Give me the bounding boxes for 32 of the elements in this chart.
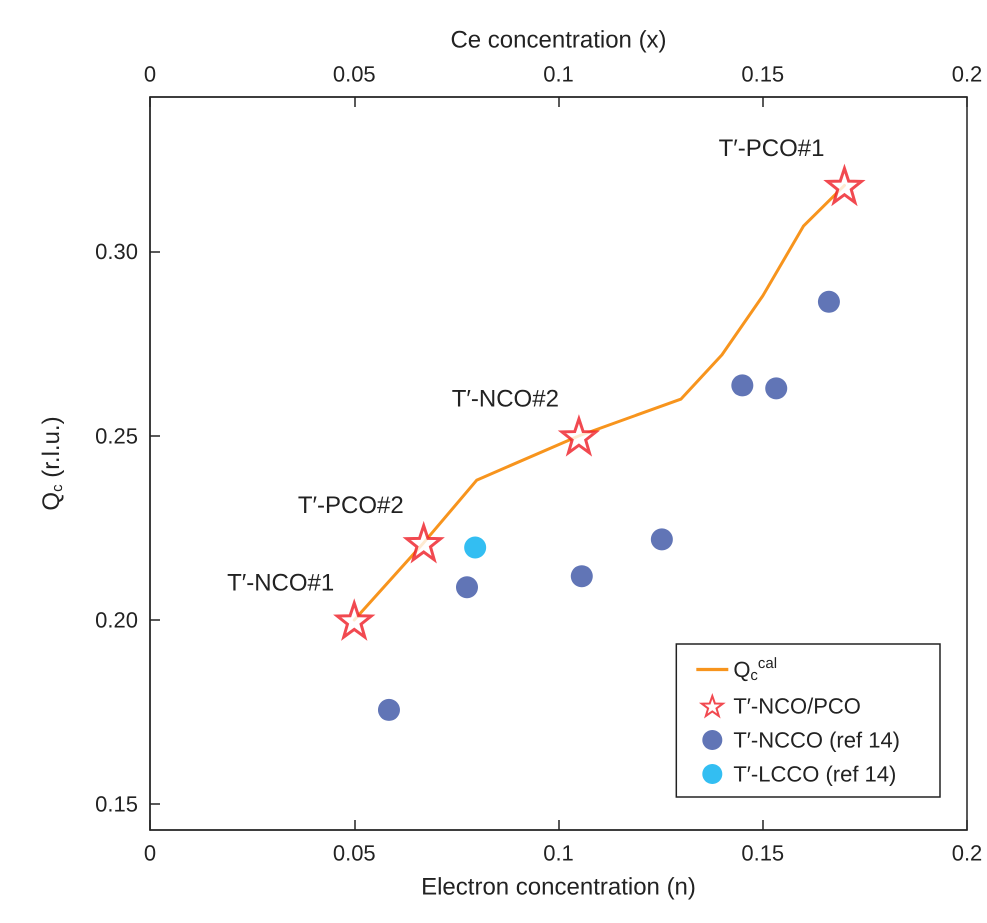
x2-tick-label: 0.2 xyxy=(952,62,982,86)
legend-label: T′-NCO/PCO xyxy=(733,694,861,718)
x2-tick-label: 0 xyxy=(144,62,156,86)
annotation: T′-PCO#2 xyxy=(298,492,404,520)
point xyxy=(650,528,673,550)
annotation: T′-NCO#1 xyxy=(227,570,334,597)
annotation: T′-NCO#2 xyxy=(452,385,559,412)
point xyxy=(378,698,400,721)
x2-axis-title: Ce concentration (x) xyxy=(450,26,667,54)
point xyxy=(818,290,840,313)
point xyxy=(765,377,788,400)
y-axis-title: Qc (r.l.u.) xyxy=(38,416,66,511)
x-tick-label: 0.05 xyxy=(332,840,376,866)
x-tick-label: 0 xyxy=(144,840,156,866)
y-tick-label: 0.20 xyxy=(95,608,138,633)
x2-tick-label: 0.05 xyxy=(332,62,376,86)
legend-label: T′-LCCO (ref 14) xyxy=(733,762,896,786)
x-tick-label: 0.1 xyxy=(543,840,574,866)
point xyxy=(456,576,478,598)
x-tick-label: 0.15 xyxy=(741,840,784,866)
y-tick-label: 0.25 xyxy=(95,423,138,448)
y-tick-label: 0.30 xyxy=(95,239,138,264)
x2-tick-label: 0.1 xyxy=(543,62,574,86)
annotation: T′-PCO#1 xyxy=(718,134,824,162)
x-axis-title: Electron concentration (n) xyxy=(421,874,696,900)
point xyxy=(731,374,754,396)
point xyxy=(464,536,486,558)
y-tick-label: 0.15 xyxy=(95,792,138,817)
x2-tick-label: 0.15 xyxy=(741,62,784,86)
legend-label: T′-NCCO (ref 14) xyxy=(733,728,900,752)
x-tick-label: 0.2 xyxy=(952,840,982,866)
point xyxy=(570,565,593,588)
